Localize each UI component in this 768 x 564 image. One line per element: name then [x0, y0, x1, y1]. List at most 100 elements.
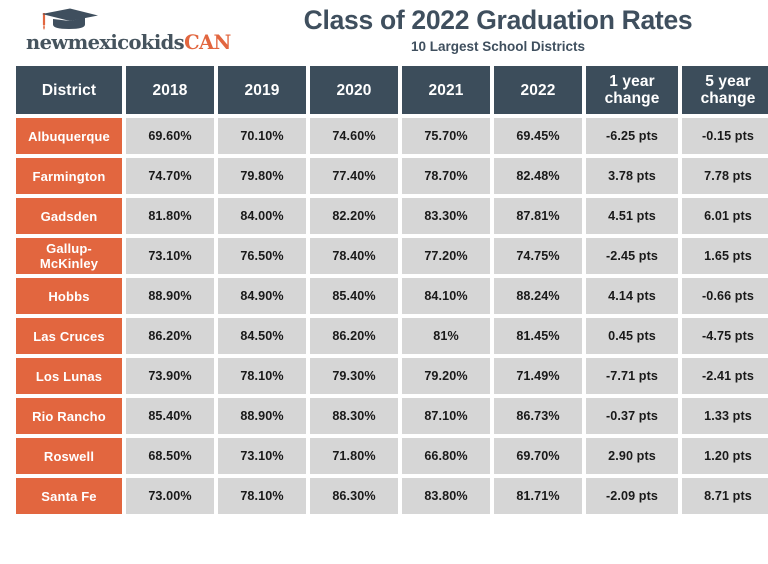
data-cell-1-year-change: 0.45 pts: [586, 318, 678, 354]
page-subtitle: 10 Largest School Districts: [410, 39, 586, 54]
data-cell-2020: 77.40%: [310, 158, 398, 194]
data-cell-2019: 79.80%: [218, 158, 306, 194]
data-cell-2021: 84.10%: [402, 278, 490, 314]
data-cell-2019: 70.10%: [218, 118, 306, 154]
column-header-2021[interactable]: 2021: [402, 66, 490, 114]
column-header-2020[interactable]: 2020: [310, 66, 398, 114]
data-cell-2019: 84.50%: [218, 318, 306, 354]
data-cell-2019: 76.50%: [218, 238, 306, 274]
data-cell-5-year-change: 1.65 pts: [682, 238, 768, 274]
data-cell-2018: 81.80%: [126, 198, 214, 234]
data-cell-5-year-change: 6.01 pts: [682, 198, 768, 234]
data-cell-2021: 66.80%: [402, 438, 490, 474]
table-row: Albuquerque 69.60% 70.10% 74.60% 75.70% 69.45…: [16, 118, 768, 154]
district-name-line: Albuquerque: [28, 128, 110, 144]
data-cell-2018: 68.50%: [126, 438, 214, 474]
data-cell-2022: 74.75%: [494, 238, 582, 274]
district-name-cell[interactable]: Santa Fe: [16, 478, 122, 514]
data-cell-2019: 73.10%: [218, 438, 306, 474]
data-cell-5-year-change: 1.33 pts: [682, 398, 768, 434]
data-cell-2020: 82.20%: [310, 198, 398, 234]
data-cell-5-year-change: 8.71 pts: [682, 478, 768, 514]
brand-wordmark-accent: CAN: [184, 31, 231, 54]
column-header-2019[interactable]: 2019: [218, 66, 306, 114]
data-cell-5-year-change: -0.66 pts: [682, 278, 768, 314]
column-header-5-year-change[interactable]: 5 year change: [682, 66, 768, 114]
column-header-1-year-change[interactable]: 1 year change: [586, 66, 678, 114]
data-cell-1-year-change: 2.90 pts: [586, 438, 678, 474]
data-cell-2022: 81.71%: [494, 478, 582, 514]
data-cell-2022: 86.73%: [494, 398, 582, 434]
district-name-cell[interactable]: Las Cruces: [16, 318, 122, 354]
data-cell-2018: 86.20%: [126, 318, 214, 354]
table-row: Rio Rancho 85.40% 88.90% 88.30% 87.10% 86.73%…: [16, 398, 768, 434]
column-header-2018[interactable]: 2018: [126, 66, 214, 114]
district-name-cell[interactable]: Hobbs: [16, 278, 122, 314]
title-block: Class of 2022 Graduation Rates 10 Larges…: [236, 4, 760, 56]
data-cell-1-year-change: -0.37 pts: [586, 398, 678, 434]
data-cell-1-year-change: -6.25 pts: [586, 118, 678, 154]
data-cell-2021: 81%: [402, 318, 490, 354]
table-row: Roswell 68.50% 73.10% 71.80% 66.80% 69.70% 2.9…: [16, 438, 768, 474]
data-cell-2019: 78.10%: [218, 478, 306, 514]
district-name-line: Santa Fe: [41, 488, 97, 504]
data-cell-5-year-change: -0.15 pts: [682, 118, 768, 154]
brand-logo: newmexicokidsCAN: [14, 8, 236, 54]
data-cell-2020: 78.40%: [310, 238, 398, 274]
data-cell-2021: 77.20%: [402, 238, 490, 274]
data-cell-2022: 82.48%: [494, 158, 582, 194]
data-cell-1-year-change: 3.78 pts: [586, 158, 678, 194]
data-cell-2021: 83.80%: [402, 478, 490, 514]
data-cell-2018: 73.00%: [126, 478, 214, 514]
brand-wordmark-dark: newmexicokids: [26, 31, 185, 54]
data-cell-2019: 88.90%: [218, 398, 306, 434]
table-row: Los Lunas 73.90% 78.10% 79.30% 79.20% 71.49% -…: [16, 358, 768, 394]
data-cell-5-year-change: 7.78 pts: [682, 158, 768, 194]
data-cell-2018: 88.90%: [126, 278, 214, 314]
graduation-cap-icon: [42, 8, 98, 30]
district-name-line: Rio Rancho: [32, 408, 106, 424]
data-cell-2022: 88.24%: [494, 278, 582, 314]
data-cell-2018: 73.10%: [126, 238, 214, 274]
column-header-2022[interactable]: 2022: [494, 66, 582, 114]
district-name-line: Farmington: [32, 168, 106, 184]
data-cell-2022: 71.49%: [494, 358, 582, 394]
data-cell-1-year-change: -7.71 pts: [586, 358, 678, 394]
column-header-line: change: [604, 90, 660, 107]
table-header: District 2018 2019 2020 2021 2022 1 year change…: [16, 66, 768, 114]
data-cell-2018: 69.60%: [126, 118, 214, 154]
page-header: newmexicokidsCAN Class of 2022 Graduatio…: [0, 0, 768, 60]
district-name-cell[interactable]: Gadsden: [16, 198, 122, 234]
district-name-cell[interactable]: Albuquerque: [16, 118, 122, 154]
data-cell-2020: 86.20%: [310, 318, 398, 354]
column-header-district[interactable]: District: [16, 66, 122, 114]
district-name-cell[interactable]: Los Lunas: [16, 358, 122, 394]
data-cell-2020: 85.40%: [310, 278, 398, 314]
data-cell-5-year-change: 1.20 pts: [682, 438, 768, 474]
district-name-cell[interactable]: Roswell: [16, 438, 122, 474]
district-name-line: Hobbs: [48, 288, 90, 304]
data-cell-2019: 78.10%: [218, 358, 306, 394]
table-row: Santa Fe 73.00% 78.10% 86.30% 83.80% 81.71% -2…: [16, 478, 768, 514]
data-cell-5-year-change: -4.75 pts: [682, 318, 768, 354]
district-name-line: Gadsden: [40, 208, 98, 224]
data-cell-2018: 73.90%: [126, 358, 214, 394]
data-cell-2018: 85.40%: [126, 398, 214, 434]
graduation-rates-table: District 2018 2019 2020 2021 2022 1 year change…: [12, 62, 768, 518]
table-header-row: District 2018 2019 2020 2021 2022 1 year change…: [16, 66, 768, 114]
data-cell-2019: 84.90%: [218, 278, 306, 314]
district-name-cell[interactable]: Rio Rancho: [16, 398, 122, 434]
data-cell-2021: 75.70%: [402, 118, 490, 154]
data-cell-2020: 88.30%: [310, 398, 398, 434]
column-header-line: 1 year: [609, 73, 655, 90]
district-name-cell[interactable]: Gallup- McKinley: [16, 238, 122, 274]
data-cell-2019: 84.00%: [218, 198, 306, 234]
district-name-cell[interactable]: Farmington: [16, 158, 122, 194]
data-cell-2021: 79.20%: [402, 358, 490, 394]
data-cell-2022: 81.45%: [494, 318, 582, 354]
data-cell-2021: 87.10%: [402, 398, 490, 434]
district-name-line: McKinley: [39, 256, 99, 271]
table-row: Gadsden 81.80% 84.00% 82.20% 83.30% 87.81% 4.5…: [16, 198, 768, 234]
data-cell-2018: 74.70%: [126, 158, 214, 194]
column-header-line: 5 year: [705, 73, 751, 90]
